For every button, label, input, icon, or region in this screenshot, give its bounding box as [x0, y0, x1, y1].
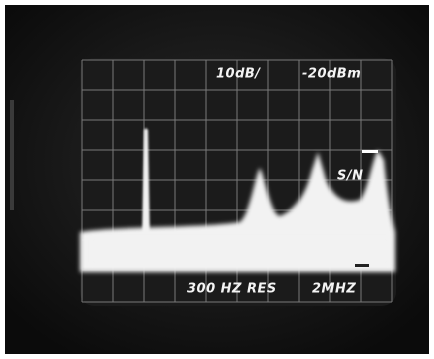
trace [80, 128, 395, 272]
span-label: 2MHZ [312, 282, 356, 297]
marker-label: S/N [337, 169, 364, 184]
scale-label: 10dB/ [216, 67, 261, 82]
reference-label: -20dBm [302, 67, 361, 82]
bezel-glint [10, 100, 14, 210]
marker-bar [362, 150, 378, 153]
resolution-label: 300 HZ RES [187, 282, 277, 297]
marker-dash [355, 264, 369, 267]
